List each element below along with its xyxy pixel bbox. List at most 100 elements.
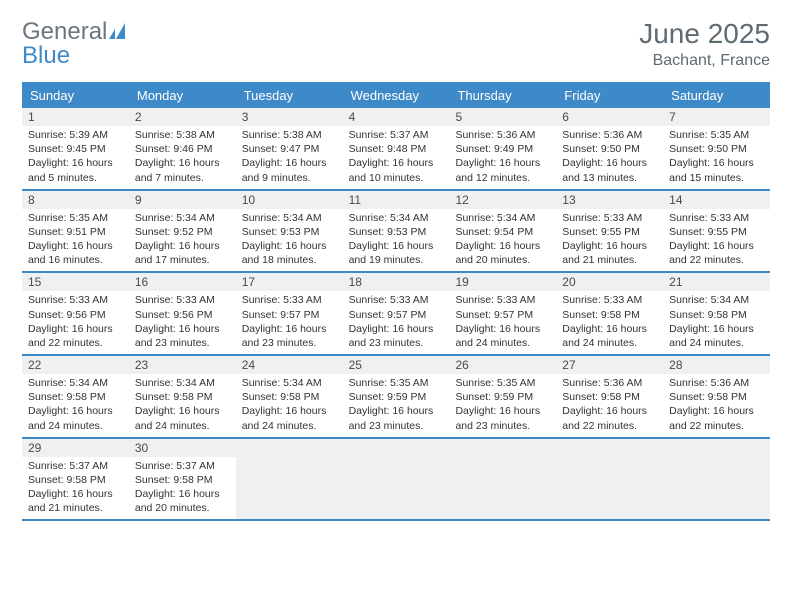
sunset-text: Sunset: 9:58 PM [562,390,659,404]
week-row: 15Sunrise: 5:33 AMSunset: 9:56 PMDayligh… [22,273,770,356]
day-number: 29 [22,439,129,457]
day-header-friday: Friday [556,84,663,108]
day-number: 7 [663,108,770,126]
calendar-cell-empty [343,439,450,520]
sunrise-text: Sunrise: 5:36 AM [562,376,659,390]
week-row: 22Sunrise: 5:34 AMSunset: 9:58 PMDayligh… [22,356,770,439]
sunrise-text: Sunrise: 5:33 AM [28,293,125,307]
calendar-cell: 26Sunrise: 5:35 AMSunset: 9:59 PMDayligh… [449,356,556,437]
sunset-text: Sunset: 9:58 PM [562,308,659,322]
day-number: 21 [663,273,770,291]
day-number: 11 [343,191,450,209]
day-details: Sunrise: 5:33 AMSunset: 9:55 PMDaylight:… [663,209,770,272]
sunrise-text: Sunrise: 5:34 AM [242,376,339,390]
day-number-empty [449,439,556,457]
calendar-cell: 24Sunrise: 5:34 AMSunset: 9:58 PMDayligh… [236,356,343,437]
daylight-text: Daylight: 16 hours and 24 minutes. [455,322,552,350]
daylight-text: Daylight: 16 hours and 22 minutes. [669,404,766,432]
calendar-cell: 13Sunrise: 5:33 AMSunset: 9:55 PMDayligh… [556,191,663,272]
day-details: Sunrise: 5:36 AMSunset: 9:50 PMDaylight:… [556,126,663,189]
day-details: Sunrise: 5:37 AMSunset: 9:58 PMDaylight:… [22,457,129,520]
day-number-empty [663,439,770,457]
sunset-text: Sunset: 9:55 PM [669,225,766,239]
day-number: 26 [449,356,556,374]
day-details: Sunrise: 5:33 AMSunset: 9:56 PMDaylight:… [22,291,129,354]
calendar-cell-empty [663,439,770,520]
day-number: 10 [236,191,343,209]
sunrise-text: Sunrise: 5:37 AM [135,459,232,473]
sunset-text: Sunset: 9:58 PM [28,390,125,404]
calendar-cell: 20Sunrise: 5:33 AMSunset: 9:58 PMDayligh… [556,273,663,354]
sunrise-text: Sunrise: 5:37 AM [349,128,446,142]
calendar-cell: 1Sunrise: 5:39 AMSunset: 9:45 PMDaylight… [22,108,129,189]
sunset-text: Sunset: 9:58 PM [28,473,125,487]
day-details: Sunrise: 5:36 AMSunset: 9:49 PMDaylight:… [449,126,556,189]
day-number: 9 [129,191,236,209]
daylight-text: Daylight: 16 hours and 5 minutes. [28,156,125,184]
day-number: 13 [556,191,663,209]
day-number: 28 [663,356,770,374]
day-number: 30 [129,439,236,457]
header: General June 2025 Bachant, France [22,18,770,70]
day-header-wednesday: Wednesday [343,84,450,108]
day-details: Sunrise: 5:34 AMSunset: 9:58 PMDaylight:… [129,374,236,437]
calendar-cell-empty [449,439,556,520]
sunset-text: Sunset: 9:54 PM [455,225,552,239]
day-header-row: SundayMondayTuesdayWednesdayThursdayFrid… [22,84,770,108]
sunset-text: Sunset: 9:58 PM [135,390,232,404]
daylight-text: Daylight: 16 hours and 24 minutes. [242,404,339,432]
day-details: Sunrise: 5:35 AMSunset: 9:59 PMDaylight:… [449,374,556,437]
sunrise-text: Sunrise: 5:38 AM [135,128,232,142]
sunrise-text: Sunrise: 5:34 AM [242,211,339,225]
day-number: 16 [129,273,236,291]
day-details: Sunrise: 5:35 AMSunset: 9:59 PMDaylight:… [343,374,450,437]
sunrise-text: Sunrise: 5:36 AM [455,128,552,142]
sunrise-text: Sunrise: 5:33 AM [562,293,659,307]
calendar-cell: 12Sunrise: 5:34 AMSunset: 9:54 PMDayligh… [449,191,556,272]
daylight-text: Daylight: 16 hours and 13 minutes. [562,156,659,184]
calendar-cell: 3Sunrise: 5:38 AMSunset: 9:47 PMDaylight… [236,108,343,189]
calendar-grid: SundayMondayTuesdayWednesdayThursdayFrid… [22,82,770,521]
day-details: Sunrise: 5:36 AMSunset: 9:58 PMDaylight:… [663,374,770,437]
day-details: Sunrise: 5:33 AMSunset: 9:57 PMDaylight:… [236,291,343,354]
day-number: 12 [449,191,556,209]
calendar-cell-empty [556,439,663,520]
daylight-text: Daylight: 16 hours and 24 minutes. [562,322,659,350]
day-header-tuesday: Tuesday [236,84,343,108]
sunrise-text: Sunrise: 5:35 AM [669,128,766,142]
sunrise-text: Sunrise: 5:35 AM [455,376,552,390]
sunset-text: Sunset: 9:53 PM [349,225,446,239]
daylight-text: Daylight: 16 hours and 23 minutes. [455,404,552,432]
day-header-saturday: Saturday [663,84,770,108]
sunset-text: Sunset: 9:56 PM [135,308,232,322]
daylight-text: Daylight: 16 hours and 17 minutes. [135,239,232,267]
sunset-text: Sunset: 9:51 PM [28,225,125,239]
day-details: Sunrise: 5:35 AMSunset: 9:50 PMDaylight:… [663,126,770,189]
daylight-text: Daylight: 16 hours and 9 minutes. [242,156,339,184]
sunset-text: Sunset: 9:50 PM [562,142,659,156]
day-details: Sunrise: 5:34 AMSunset: 9:58 PMDaylight:… [22,374,129,437]
sunrise-text: Sunrise: 5:34 AM [135,211,232,225]
sunset-text: Sunset: 9:48 PM [349,142,446,156]
sunrise-text: Sunrise: 5:33 AM [669,211,766,225]
sunset-text: Sunset: 9:47 PM [242,142,339,156]
calendar-cell: 16Sunrise: 5:33 AMSunset: 9:56 PMDayligh… [129,273,236,354]
title-block: June 2025 Bachant, France [639,18,770,70]
calendar-cell: 19Sunrise: 5:33 AMSunset: 9:57 PMDayligh… [449,273,556,354]
sunrise-text: Sunrise: 5:34 AM [669,293,766,307]
sunset-text: Sunset: 9:57 PM [455,308,552,322]
day-details: Sunrise: 5:38 AMSunset: 9:46 PMDaylight:… [129,126,236,189]
calendar-cell: 9Sunrise: 5:34 AMSunset: 9:52 PMDaylight… [129,191,236,272]
daylight-text: Daylight: 16 hours and 22 minutes. [28,322,125,350]
day-number: 27 [556,356,663,374]
day-details: Sunrise: 5:33 AMSunset: 9:57 PMDaylight:… [449,291,556,354]
sunrise-text: Sunrise: 5:35 AM [349,376,446,390]
calendar-cell: 14Sunrise: 5:33 AMSunset: 9:55 PMDayligh… [663,191,770,272]
day-details: Sunrise: 5:36 AMSunset: 9:58 PMDaylight:… [556,374,663,437]
calendar-cell: 6Sunrise: 5:36 AMSunset: 9:50 PMDaylight… [556,108,663,189]
sunrise-text: Sunrise: 5:33 AM [455,293,552,307]
sunrise-text: Sunrise: 5:36 AM [562,128,659,142]
daylight-text: Daylight: 16 hours and 10 minutes. [349,156,446,184]
day-number: 8 [22,191,129,209]
day-number: 15 [22,273,129,291]
